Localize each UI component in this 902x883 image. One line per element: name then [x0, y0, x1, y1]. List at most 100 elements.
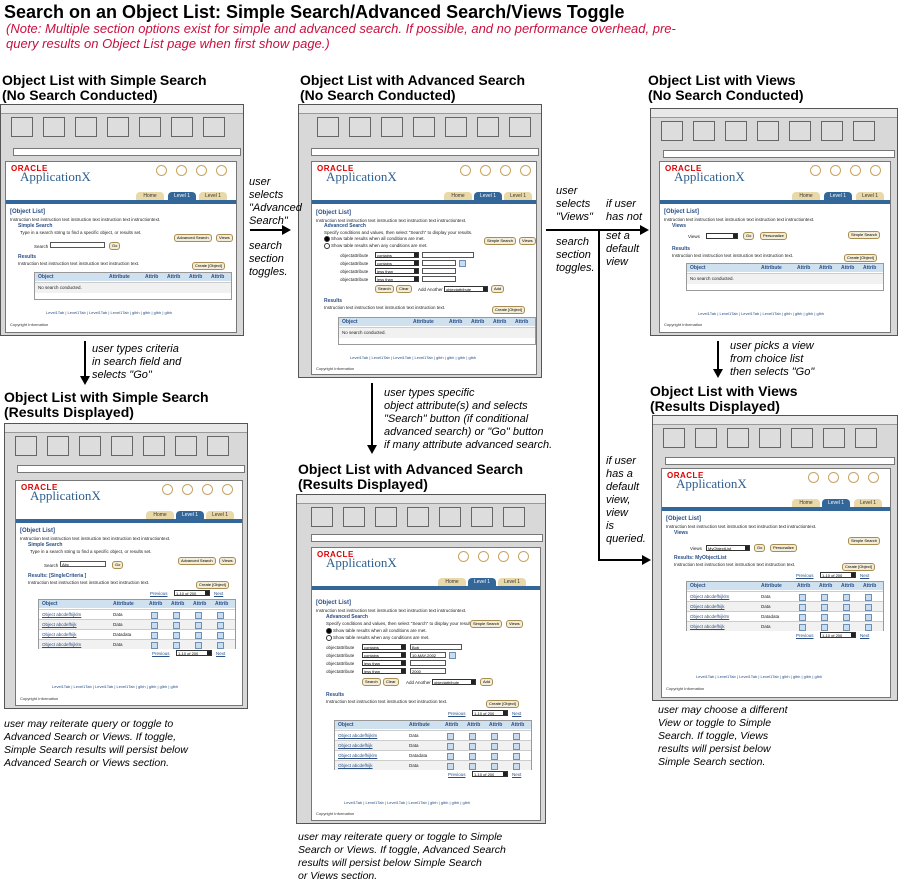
match-all-radio[interactable] — [326, 628, 332, 634]
footer-links[interactable]: Level1Tab | Level1Tab | Level1Tab | Leve… — [696, 674, 823, 679]
calendar-icon[interactable] — [449, 652, 456, 659]
personalize-button[interactable]: Personalize — [770, 544, 797, 552]
advanced-search-button[interactable]: Advanced Search — [174, 234, 212, 242]
tab-home[interactable]: Home — [438, 578, 466, 586]
tab-home[interactable]: Home — [792, 499, 820, 507]
condition-select[interactable]: contains — [362, 644, 406, 650]
footer-links[interactable]: Level1Tab | Level1Tab | Level1Tab | Leve… — [344, 800, 471, 805]
results-table: Object Attribute Attrib Attrib Attrib Attrib … — [686, 263, 884, 291]
tab-level1-active[interactable]: Level 1 — [474, 192, 502, 200]
arrow-advanced-go — [371, 383, 373, 445]
search-input[interactable]: Abc — [60, 561, 106, 567]
create-object-button[interactable]: Create [Object] — [486, 700, 519, 708]
footer-links[interactable]: Level1Tab | Level1Tab | Level1Tab | Leve… — [46, 310, 173, 315]
value-input[interactable] — [422, 268, 456, 274]
views-select[interactable]: MyObjectList — [706, 545, 750, 551]
footer-links[interactable]: Level1Tab | Level1Tab | Level1Tab | Leve… — [52, 684, 179, 689]
match-all-radio[interactable] — [324, 236, 330, 242]
tab-level1-active[interactable]: Level 1 — [176, 511, 204, 519]
condition-select[interactable]: contains — [375, 252, 419, 258]
simple-search-button[interactable]: Simple Search — [470, 620, 503, 628]
performance-note: (Note: Multiple section options exist fo… — [6, 21, 676, 51]
tab-home[interactable]: Home — [792, 192, 820, 200]
heading-views-results: Object List with Views (Results Displayed… — [650, 383, 798, 414]
go-button[interactable]: Go — [112, 561, 124, 569]
value-input[interactable] — [422, 252, 474, 258]
condition-select[interactable]: less than — [375, 276, 419, 282]
footer-links[interactable]: Level1Tab | Level1Tab | Level1Tab | Leve… — [698, 311, 825, 316]
tab-home[interactable]: Home — [444, 192, 472, 200]
pager-next[interactable]: Next — [860, 573, 870, 578]
pager-select[interactable]: 1-10 of 200 — [472, 710, 508, 716]
personalize-button[interactable]: Personalize — [760, 232, 787, 240]
tab-level1[interactable]: Level 1 — [854, 499, 882, 507]
advanced-search-button[interactable]: Advanced Search — [178, 557, 216, 565]
condition-select[interactable]: contains — [362, 652, 406, 658]
go-button[interactable]: Go — [743, 232, 755, 240]
tab-level1[interactable]: Level 1 — [199, 192, 227, 200]
match-any-radio[interactable] — [326, 635, 332, 641]
simple-hint: Type in a search string to find a specif… — [30, 549, 152, 554]
tab-level1-active[interactable]: Level 1 — [168, 192, 196, 200]
clear-button[interactable]: Clear — [396, 285, 412, 293]
views-select[interactable] — [706, 233, 738, 239]
go-button[interactable]: Go — [754, 544, 766, 552]
add-attribute-select[interactable]: objectattribute — [444, 286, 488, 292]
condition-select[interactable]: contains — [375, 260, 419, 266]
simple-search-button[interactable]: Simple Search — [848, 537, 881, 545]
arrow-simple-to-advanced — [250, 229, 282, 231]
views-button[interactable]: Views — [506, 620, 523, 628]
create-object-button[interactable]: Create [Object] — [192, 262, 225, 270]
value-input[interactable]: 10-MAY-2002 — [410, 652, 446, 658]
views-button[interactable]: Views — [519, 237, 536, 245]
add-button[interactable]: Add — [480, 678, 494, 686]
calendar-icon[interactable] — [459, 260, 466, 267]
search-button[interactable]: Search — [362, 678, 381, 686]
instruction-text: Instruction text instruction text instru… — [20, 536, 171, 541]
value-input[interactable]: Bob — [410, 644, 462, 650]
add-button[interactable]: Add — [491, 285, 505, 293]
condition-select[interactable]: less than — [375, 268, 419, 274]
pager-previous[interactable]: Previous — [796, 573, 814, 578]
tab-level1[interactable]: Level 1 — [504, 192, 532, 200]
views-button[interactable]: Views — [216, 234, 233, 242]
pager-select[interactable]: 1-10 of 200 — [174, 590, 210, 596]
condition-select[interactable]: less than — [362, 660, 406, 666]
simple-search-button[interactable]: Simple Search — [484, 237, 517, 245]
pager-next[interactable]: Next — [214, 591, 224, 596]
value-input[interactable] — [422, 276, 456, 282]
arrow-advanced-to-views — [546, 229, 640, 231]
match-any-radio[interactable] — [324, 243, 330, 249]
pager-previous[interactable]: Previous — [448, 711, 466, 716]
oracle-logo: ORACLE — [21, 483, 58, 492]
condition-select[interactable]: less than — [362, 668, 406, 674]
tab-level1[interactable]: Level 1 — [206, 511, 234, 519]
footer-links[interactable]: Level1Tab | Level1Tab | Level1Tab | Leve… — [350, 355, 477, 360]
pager-previous[interactable]: Previous — [150, 591, 168, 596]
simple-search-button[interactable]: Simple Search — [848, 231, 881, 239]
pager-next[interactable]: Next — [512, 711, 522, 716]
tab-level1[interactable]: Level 1 — [856, 192, 884, 200]
search-input[interactable] — [50, 242, 105, 248]
tab-level1[interactable]: Level 1 — [498, 578, 526, 586]
value-input[interactable]: 2000 — [410, 668, 446, 674]
create-object-button[interactable]: Create [Object] — [844, 254, 877, 262]
tab-level1-active[interactable]: Level 1 — [824, 192, 852, 200]
views-button[interactable]: Views — [219, 557, 236, 565]
value-input[interactable] — [422, 260, 456, 266]
tab-home[interactable]: Home — [136, 192, 164, 200]
search-button[interactable]: Search — [375, 285, 394, 293]
pager-select[interactable]: 1-10 of 200 — [820, 572, 856, 578]
caption-advanced: user may reiterate query or toggle to Si… — [298, 831, 506, 882]
go-button[interactable]: Go — [109, 242, 121, 250]
create-object-button[interactable]: Create [Object] — [842, 563, 875, 571]
arrow-head — [713, 369, 723, 378]
add-attribute-select[interactable]: objectattribute — [432, 679, 476, 685]
create-object-button[interactable]: Create [Object] — [196, 581, 229, 589]
value-input[interactable] — [410, 660, 446, 666]
create-object-button[interactable]: Create [Object] — [492, 306, 525, 314]
tab-level1-active[interactable]: Level 1 — [822, 499, 850, 507]
tab-home[interactable]: Home — [146, 511, 174, 519]
clear-button[interactable]: Clear — [383, 678, 399, 686]
tab-level1-active[interactable]: Level 1 — [468, 578, 496, 586]
